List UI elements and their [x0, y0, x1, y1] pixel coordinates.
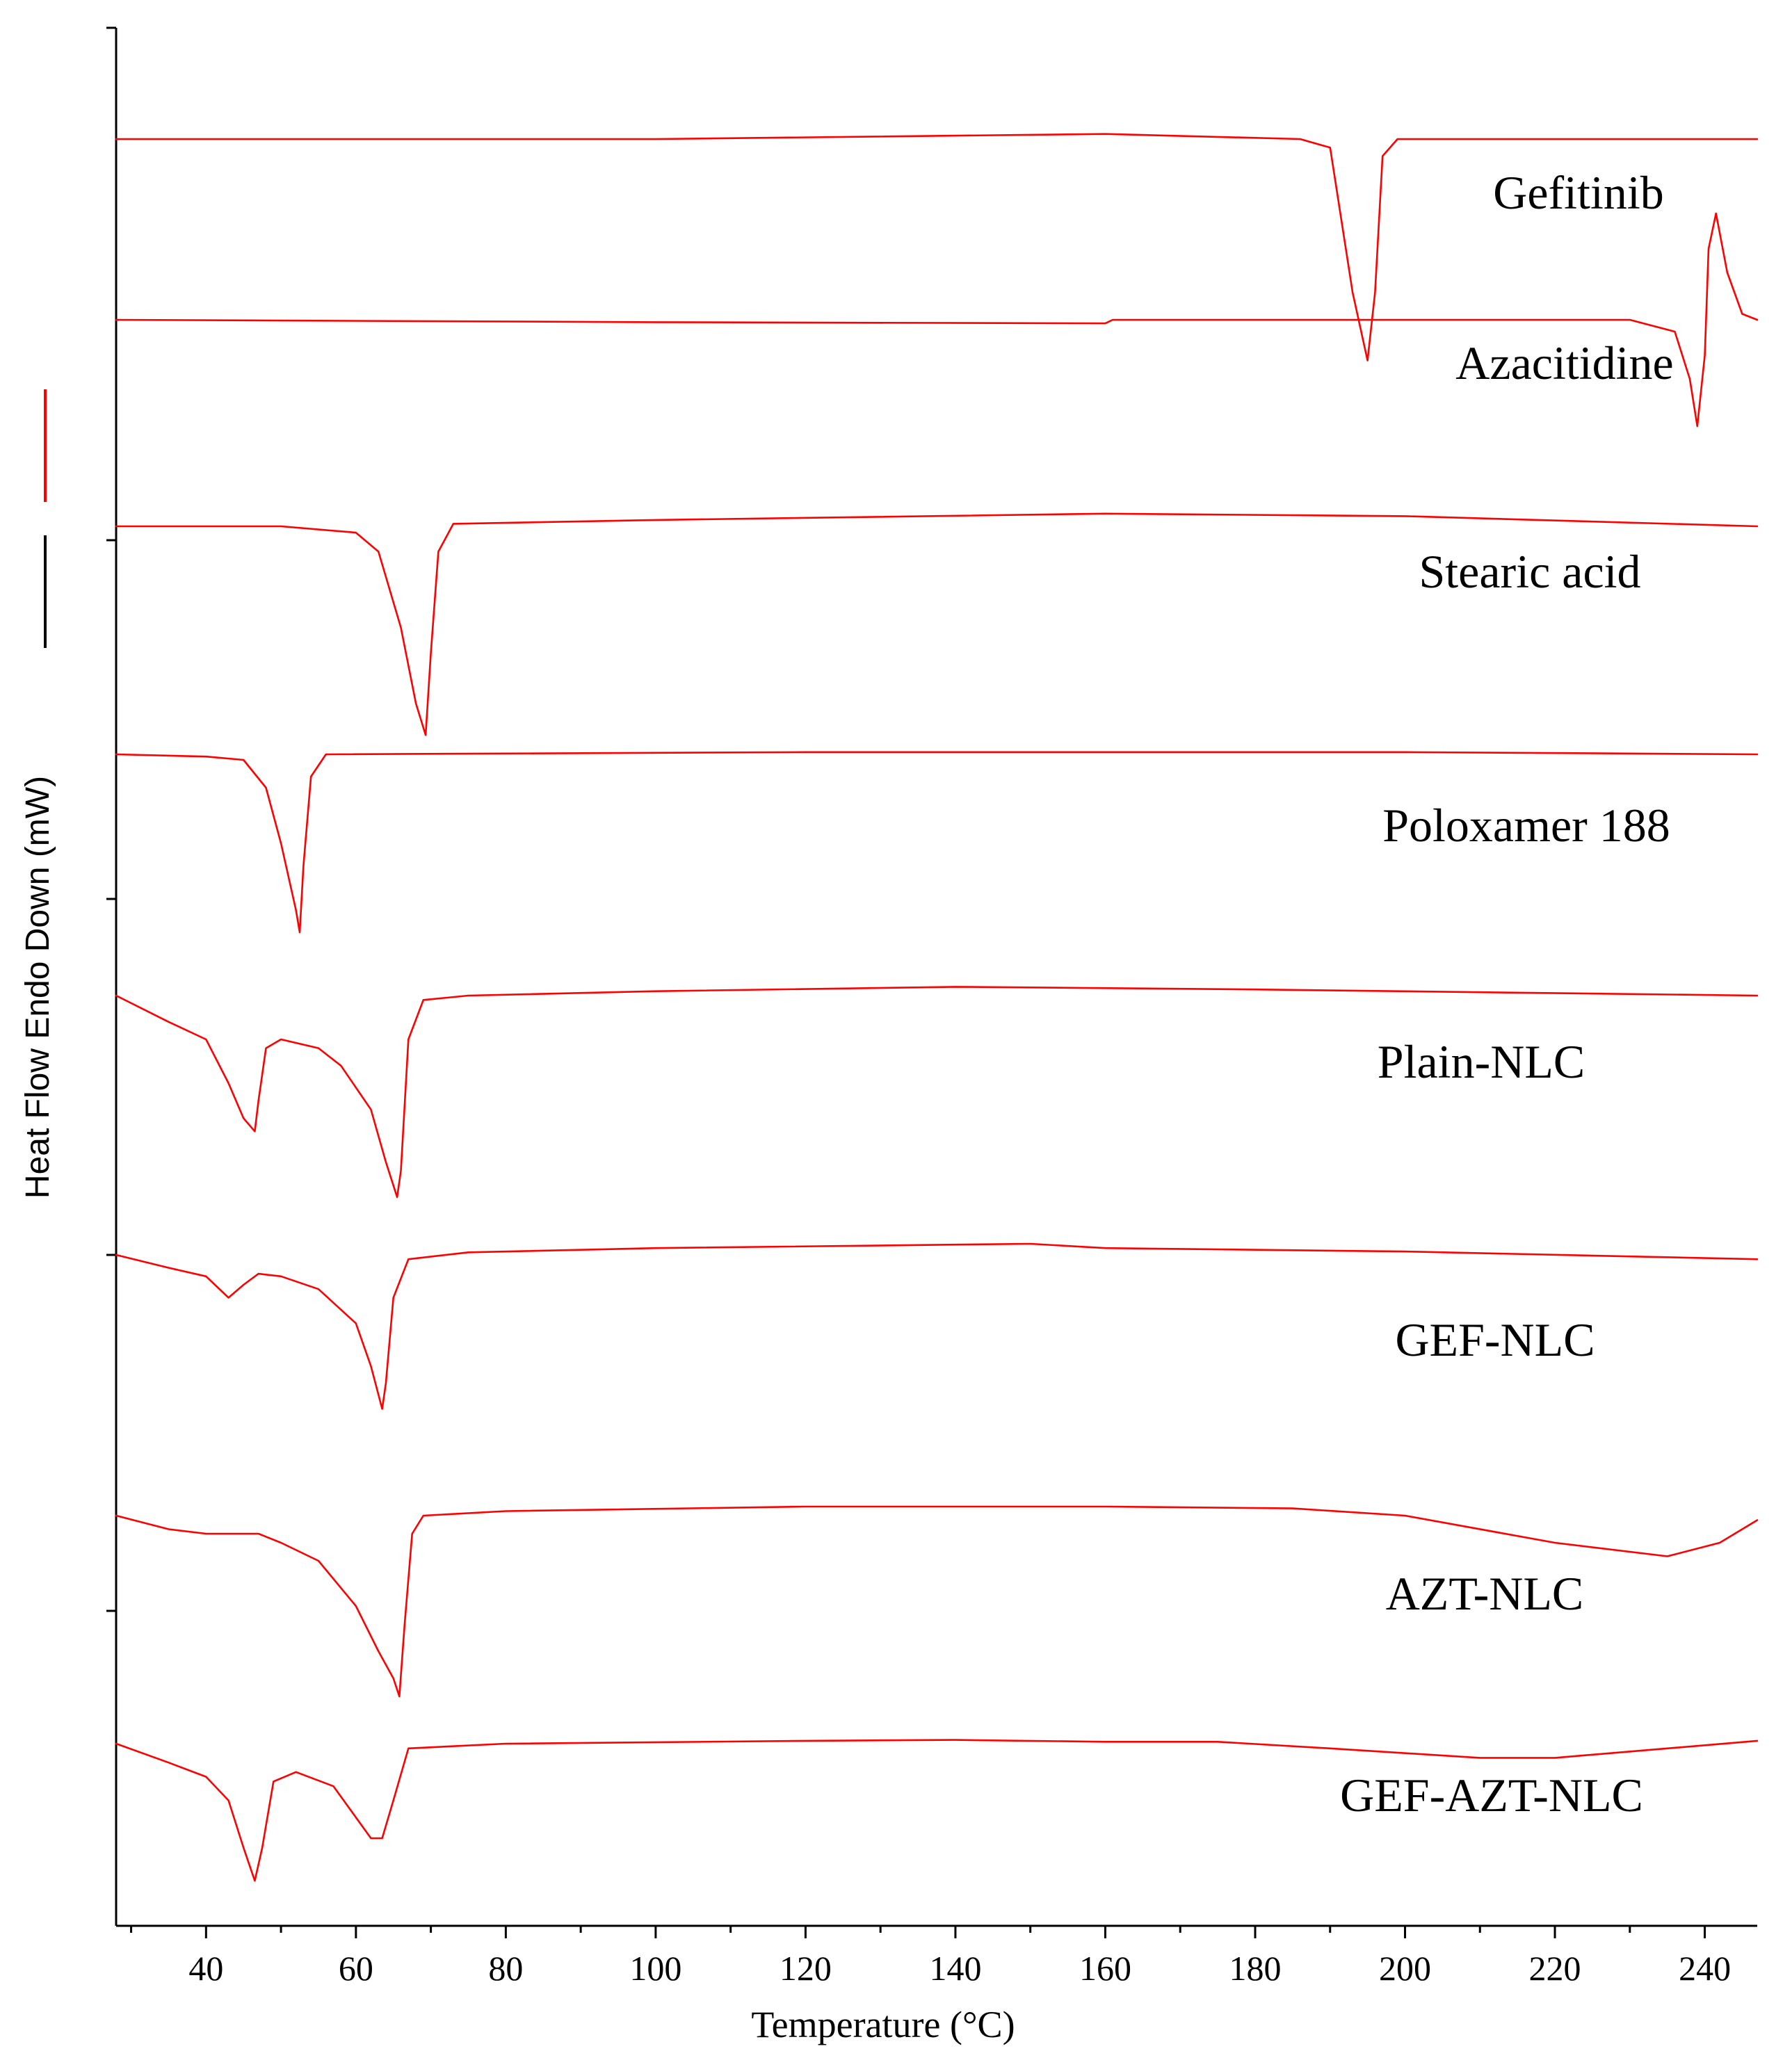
- x-tick-label: 80: [488, 1949, 523, 1988]
- series-label-stearic-acid: Stearic acid: [1419, 545, 1640, 598]
- series-label-azt-nlc: AZT-NLC: [1386, 1567, 1584, 1620]
- curve-azacitidine: [115, 212, 1759, 428]
- x-tick-label: 200: [1379, 1949, 1431, 1988]
- curve-poloxamer-188: [115, 751, 1759, 934]
- series-labels: Gefitinib Azacitidine Stearic acid Poloxame…: [1340, 166, 1674, 1822]
- curves: [115, 133, 1759, 1882]
- series-label-azacitidine: Azacitidine: [1455, 336, 1673, 389]
- x-axis-title: Temperature (°C): [751, 2004, 1015, 2045]
- series-label-gefitinib: Gefitinib: [1493, 166, 1664, 219]
- curve-gefitinib: [115, 133, 1759, 362]
- x-tick-label: 40: [188, 1949, 223, 1988]
- x-tick-label: 60: [339, 1949, 373, 1988]
- x-tick-label: 100: [629, 1949, 681, 1988]
- y-axis-title: Heat Flow Endo Down (mW): [19, 776, 56, 1199]
- x-tick-label: 140: [929, 1949, 981, 1988]
- x-tick-label: 120: [780, 1949, 832, 1988]
- curve-gef-nlc: [115, 1242, 1759, 1410]
- x-tick-label: 160: [1079, 1949, 1131, 1988]
- x-tick-label: 180: [1229, 1949, 1281, 1988]
- curve-gef-azt-nlc: [115, 1739, 1759, 1882]
- x-tick-label: 240: [1679, 1949, 1731, 1988]
- series-label-gef-azt-nlc: GEF-AZT-NLC: [1340, 1769, 1643, 1822]
- series-label-gef-nlc: GEF-NLC: [1395, 1313, 1595, 1366]
- series-label-poloxamer-188: Poloxamer 188: [1382, 799, 1670, 852]
- curve-stearic-acid: [115, 512, 1759, 736]
- curve-azt-nlc: [115, 1505, 1759, 1698]
- series-label-plain-nlc: Plain-NLC: [1378, 1035, 1585, 1088]
- axes: 40 60 80 100 120 140 160 180 200 220 240: [106, 26, 1757, 1988]
- curve-plain-nlc: [115, 986, 1759, 1199]
- x-tick-label: 220: [1529, 1949, 1581, 1988]
